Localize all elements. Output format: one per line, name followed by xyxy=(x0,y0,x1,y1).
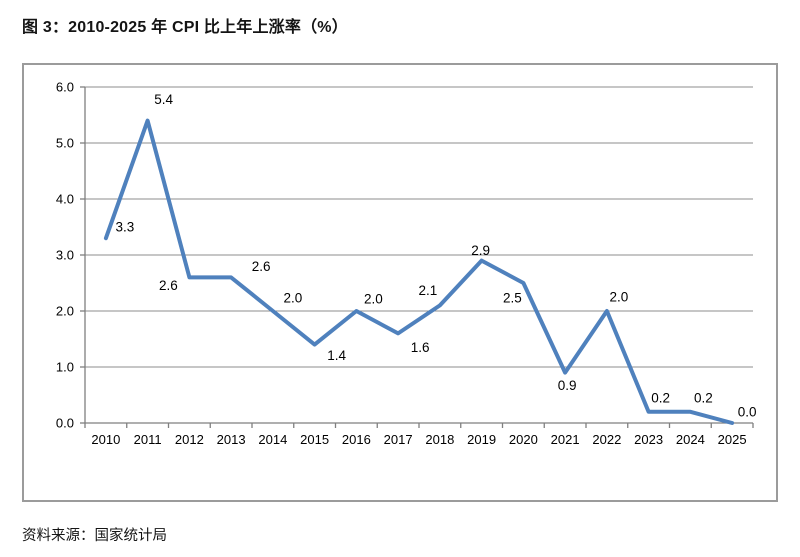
x-axis-label: 2020 xyxy=(509,432,538,447)
x-axis-label: 2014 xyxy=(258,432,287,447)
data-label: 1.6 xyxy=(411,340,430,355)
cpi-line-series xyxy=(103,118,735,425)
data-label: 2.1 xyxy=(418,283,437,298)
y-axis-label: 0.0 xyxy=(56,416,74,431)
data-label: 2.6 xyxy=(252,259,271,274)
cpi-line-chart: 0.0 1.0 2.0 3.0 4.0 5.0 6.0 2010 2011 2012 2013 201… xyxy=(56,80,757,448)
data-label: 0.0 xyxy=(738,405,757,420)
data-label: 2.9 xyxy=(471,243,490,258)
data-label: 5.4 xyxy=(154,92,173,107)
data-label: 0.9 xyxy=(558,378,577,393)
x-axis-label: 2025 xyxy=(718,432,747,447)
x-axis-label: 2012 xyxy=(175,432,204,447)
y-axis-label: 3.0 xyxy=(56,248,74,263)
x-axis-label: 2021 xyxy=(551,432,580,447)
x-axis-label: 2015 xyxy=(300,432,329,447)
x-axis-label: 2019 xyxy=(467,432,496,447)
x-axis-label: 2013 xyxy=(217,432,246,447)
data-label: 0.2 xyxy=(651,390,670,405)
data-label: 2.5 xyxy=(503,291,522,306)
y-axis-label: 5.0 xyxy=(56,136,74,151)
x-axis-label: 2018 xyxy=(425,432,454,447)
data-label: 0.2 xyxy=(694,390,713,405)
x-axis-label: 2017 xyxy=(384,432,413,447)
data-label: 2.6 xyxy=(159,278,178,293)
data-label: 1.4 xyxy=(327,348,346,363)
data-label: 2.0 xyxy=(364,292,383,307)
y-axis-label: 2.0 xyxy=(56,304,74,319)
data-label: 2.0 xyxy=(283,291,302,306)
data-label: 2.0 xyxy=(609,290,628,305)
x-axis-label: 2011 xyxy=(134,432,162,447)
x-axis-label: 2024 xyxy=(676,432,705,447)
source-note: 资料来源：国家统计局 xyxy=(22,528,167,544)
x-axis-label: 2023 xyxy=(634,432,663,447)
chart-container: 0.0 1.0 2.0 3.0 4.0 5.0 6.0 2010 2011 2012 2013 201… xyxy=(22,63,778,502)
x-axis-label: 2016 xyxy=(342,432,371,447)
figure-title: 图 3：2010-2025 年 CPI 比上年上涨率（%） xyxy=(22,19,348,36)
y-axis-label: 1.0 xyxy=(56,360,74,375)
y-axis-label: 4.0 xyxy=(56,192,74,207)
x-axis-label: 2022 xyxy=(592,432,621,447)
data-label: 3.3 xyxy=(115,220,134,235)
x-axis-label: 2010 xyxy=(91,432,120,447)
y-axis-label: 6.0 xyxy=(56,80,74,95)
